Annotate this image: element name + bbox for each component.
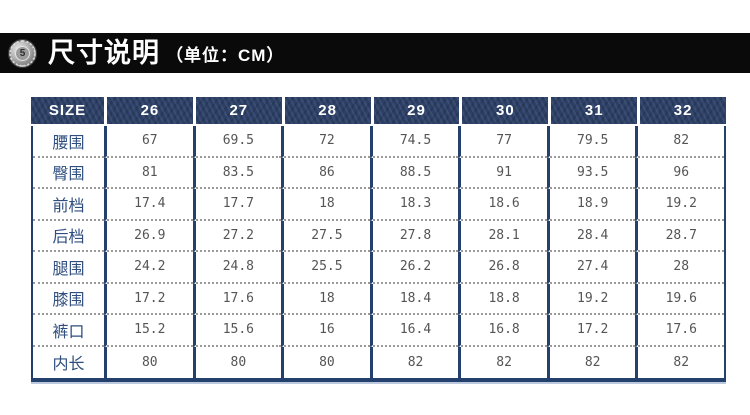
row-label: 腿围	[33, 252, 104, 284]
size-table-body: 腰围 67 69.5 72 74.5 77 79.5 82 臀围 81 83.5 86 88.5 91 93…	[31, 126, 726, 382]
measurement-value: 77	[458, 126, 547, 158]
measurement-value: 28.4	[546, 220, 636, 252]
measurement-value: 16	[281, 315, 370, 347]
table-row: 臀围 81 83.5 86 88.5 91 93.5 96	[33, 157, 725, 189]
measurement-value: 82	[635, 126, 725, 158]
measurement-value: 15.6	[192, 315, 282, 347]
measurement-value: 16.8	[458, 315, 547, 347]
measurement-value: 18	[281, 189, 370, 221]
measurement-value: 82	[458, 346, 547, 378]
measurement-value: 18.6	[458, 189, 547, 221]
measurement-value: 17.2	[546, 315, 636, 347]
table-row: 前档 17.4 17.7 18 18.3 18.6 18.9 19.2	[33, 189, 725, 221]
table-row: 后档 26.9 27.2 27.5 27.8 28.1 28.4 28.7	[33, 220, 725, 252]
size-corner-cell: SIZE	[31, 97, 104, 124]
size-chart-table: SIZE 26 27 28 29 30 31 32 腰围 67 69.5 72 74.5 77 79.5 8…	[31, 97, 727, 382]
coin-5-badge-icon: 5	[8, 38, 37, 68]
measurement-value: 69.5	[192, 126, 282, 158]
measurement-value: 19.2	[546, 283, 636, 315]
measurement-value: 88.5	[369, 157, 459, 189]
measurement-value: 28.7	[635, 220, 725, 252]
measurement-value: 18	[281, 283, 370, 315]
size-column-header: 32	[640, 97, 727, 124]
measurement-value: 67	[104, 126, 193, 158]
measurement-value: 16.4	[369, 315, 459, 347]
measurement-value: 28.1	[458, 220, 547, 252]
size-column-header: 29	[373, 97, 460, 124]
measurement-value: 27.2	[192, 220, 282, 252]
unit-label: （单位：CM）	[166, 45, 285, 65]
measurement-value: 80	[104, 346, 193, 378]
table-row: 膝围 17.2 17.6 18 18.4 18.8 19.2 19.6	[33, 283, 725, 315]
measurement-value: 81	[104, 157, 193, 189]
measurement-value: 17.4	[104, 189, 193, 221]
measurement-value: 19.2	[635, 189, 725, 221]
measurement-value: 80	[192, 346, 282, 378]
measurement-value: 17.2	[104, 283, 193, 315]
size-header-row: SIZE 26 27 28 29 30 31 32	[31, 97, 727, 124]
measurement-value: 72	[281, 126, 370, 158]
measurement-value: 82	[369, 346, 459, 378]
measurement-value: 18.9	[546, 189, 636, 221]
measurement-value: 93.5	[546, 157, 636, 189]
row-label: 臀围	[33, 158, 104, 189]
measurement-value: 79.5	[546, 126, 636, 158]
measurement-value: 18.8	[458, 283, 547, 315]
measurement-value: 80	[281, 346, 370, 378]
size-column-header: 30	[462, 97, 549, 124]
measurement-value: 28	[635, 252, 725, 284]
size-column-header: 27	[195, 97, 282, 124]
measurement-value: 27.5	[281, 220, 370, 252]
measurement-value: 24.8	[192, 252, 282, 284]
measurement-value: 15.2	[104, 315, 193, 347]
measurement-value: 18.4	[369, 283, 459, 315]
measurement-value: 17.6	[635, 315, 725, 347]
row-label: 内长	[52, 356, 85, 374]
row-label: 膝围	[33, 284, 104, 315]
measurement-value: 91	[458, 157, 547, 189]
table-row: 腿围 24.2 24.8 25.5 26.2 26.8 27.4 28	[33, 252, 725, 284]
table-row: 裤口 15.2 15.6 16 16.4 16.8 17.2 17.6	[33, 315, 725, 347]
measurement-value: 25.5	[281, 252, 370, 284]
title-bar: 5 尺寸说明 （单位：CM）	[0, 33, 750, 73]
size-column-header: 31	[551, 97, 638, 124]
badge-number: 5	[15, 45, 30, 61]
measurement-value: 96	[635, 157, 725, 189]
measurement-value: 83.5	[192, 157, 282, 189]
measurement-value: 74.5	[369, 126, 459, 158]
size-column-header: 26	[107, 97, 193, 124]
measurement-value: 18.3	[369, 189, 459, 221]
row-label: 腰围	[33, 126, 104, 158]
measurement-value: 26.8	[458, 252, 547, 284]
row-label: 前档	[33, 189, 104, 221]
measurement-value: 26.2	[369, 252, 459, 284]
table-row: 腰围 67 69.5 72 74.5 77 79.5 82	[33, 126, 725, 158]
measurement-value: 19.6	[635, 283, 725, 315]
page-title: 尺寸说明	[48, 37, 160, 68]
measurement-value: 82	[546, 346, 636, 378]
measurement-value: 27.8	[369, 220, 459, 252]
size-column-header: 28	[284, 97, 371, 124]
measurement-value: 17.7	[192, 189, 282, 221]
measurement-value: 27.4	[546, 252, 636, 284]
row-label: 裤口	[33, 315, 104, 347]
measurement-value: 82	[635, 346, 724, 378]
measurement-value: 24.2	[104, 252, 193, 284]
measurement-value: 86	[281, 157, 370, 189]
table-row: 内长 80 80 80 82 82 82 82	[33, 346, 724, 378]
measurement-value: 26.9	[104, 220, 193, 252]
row-label: 后档	[33, 221, 104, 252]
measurement-value: 17.6	[192, 283, 282, 315]
